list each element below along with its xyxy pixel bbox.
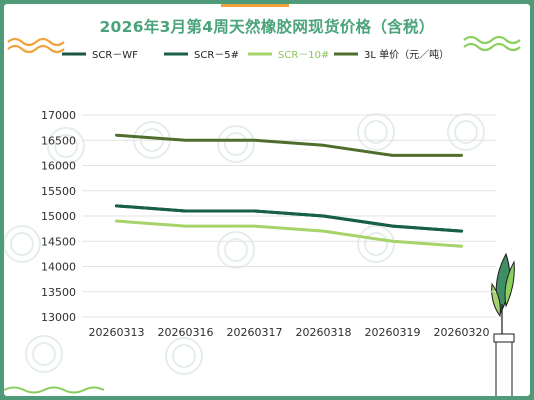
legend: SCR－WF SCR－5# SCR－10# 3L 单价（元／吨） <box>62 48 449 61</box>
legend-item: SCR－10# <box>248 50 329 61</box>
grid <box>82 114 496 318</box>
data-point <box>115 204 118 208</box>
data-point <box>322 229 325 233</box>
watermark-seal <box>165 337 203 375</box>
legend-label: SCR－WF <box>92 50 138 61</box>
data-point <box>391 240 394 243</box>
data-point <box>184 209 187 213</box>
bottom-green-wave <box>4 386 105 394</box>
chart-title: 2026年3月第4周天然橡胶网现货价格（含税） <box>99 18 435 36</box>
data-point <box>460 245 463 248</box>
legend-label: SCR－5# <box>194 50 239 61</box>
series-line-3 <box>115 133 463 157</box>
data-point <box>322 144 325 147</box>
y-tick-label: 16500 <box>41 134 76 147</box>
watermark-seal <box>4 225 41 263</box>
data-point <box>391 154 394 157</box>
data-point <box>184 224 187 228</box>
x-tick-label: 20260317 <box>227 326 283 339</box>
y-tick-label: 13500 <box>41 286 76 299</box>
legend-item: SCR－5# <box>164 50 239 61</box>
data-point <box>253 139 256 142</box>
watermark-seal <box>217 231 255 269</box>
y-axis: 13000 13500 14000 14500 15000 15500 16000 16500… <box>41 109 76 324</box>
y-tick-label: 14500 <box>41 235 76 248</box>
data-point <box>115 219 118 223</box>
legend-label: 3L 单价（元／吨） <box>364 48 449 61</box>
x-tick-label: 20260313 <box>89 326 145 339</box>
data-point <box>115 134 118 137</box>
y-tick-label: 15500 <box>41 185 76 198</box>
plant-decoration <box>491 252 515 396</box>
chart-card: 2026年3月第4周天然橡胶网现货价格（含税） <box>4 4 530 396</box>
data-point <box>460 229 463 233</box>
orange-tab-decoration <box>221 4 289 7</box>
y-tick-label: 17000 <box>41 109 76 122</box>
y-tick-label: 14000 <box>41 261 76 274</box>
series-line-2 <box>115 219 463 248</box>
x-tick-label: 20260318 <box>296 326 352 339</box>
watermark-seal <box>217 125 255 163</box>
x-axis: 20260313 20260316 20260317 20260318 20260319… <box>89 326 490 339</box>
y-tick-label: 16000 <box>41 160 76 173</box>
legend-item: 3L 单价（元／吨） <box>334 48 449 61</box>
series-line-1 <box>115 204 463 233</box>
x-tick-label: 20260319 <box>365 326 421 339</box>
green-wave-decoration <box>463 35 521 52</box>
watermark-seal <box>447 113 485 151</box>
data-point <box>322 214 325 218</box>
data-point <box>253 224 256 228</box>
watermark-seal <box>357 113 395 151</box>
legend-label: SCR－10# <box>278 50 329 61</box>
y-tick-label: 15000 <box>41 210 76 223</box>
line-chart: SCR－WF SCR－5# SCR－10# 3L 单价（元／吨） 13000 13500… <box>4 35 521 396</box>
legend-item: SCR－WF <box>62 50 138 61</box>
watermark-seal <box>357 225 395 263</box>
orange-wave-decoration <box>7 37 65 54</box>
watermark-seal <box>25 335 63 373</box>
data-point <box>460 154 463 157</box>
y-tick-label: 13000 <box>41 311 76 324</box>
x-tick-label: 20260316 <box>158 326 214 339</box>
watermark-seal <box>47 127 85 165</box>
data-point <box>391 224 394 228</box>
x-tick-label: 20260320 <box>434 326 490 339</box>
data-point <box>184 139 187 142</box>
series-layer <box>115 133 463 248</box>
data-point <box>253 209 256 213</box>
